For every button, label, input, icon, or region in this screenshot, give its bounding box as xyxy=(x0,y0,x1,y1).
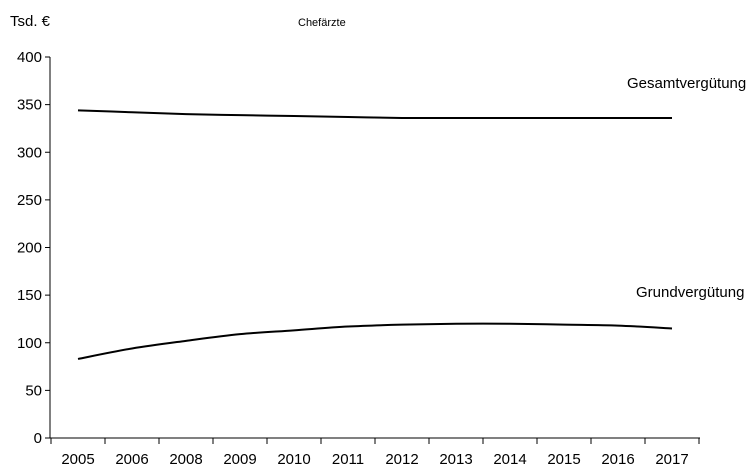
y-ticks: 0 50 100 150 200 250 300 350 400 xyxy=(17,49,50,447)
series-line-1 xyxy=(77,322,673,360)
x-tick-label: 2011 xyxy=(332,451,364,468)
y-tick-label: 200 xyxy=(17,240,42,257)
y-tick-label: 150 xyxy=(17,287,42,304)
x-tick-label: 2014 xyxy=(493,451,526,468)
series-line-0 xyxy=(77,109,672,120)
y-unit-label: Tsd. € xyxy=(10,13,51,30)
series-label-gesamtverguetung: Gesamtvergütung xyxy=(627,75,746,92)
y-tick-label: 50 xyxy=(25,382,42,399)
series-label-grundverguetung: Grundvergütung xyxy=(636,284,744,301)
y-tick-label: 300 xyxy=(17,144,42,161)
y-tick-label: 250 xyxy=(17,192,42,209)
x-tick-label: 2006 xyxy=(115,451,148,468)
y-tick-label: 350 xyxy=(17,97,42,114)
x-tick-label: 2012 xyxy=(385,451,418,468)
x-tick-label: 2005 xyxy=(61,451,94,468)
x-tick-label: 2017 xyxy=(655,451,688,468)
series-lines xyxy=(77,109,673,360)
chart-title: Chefärzte xyxy=(298,17,346,29)
x-tick-label: 2015 xyxy=(547,451,580,468)
y-tick-label: 400 xyxy=(17,49,42,66)
x-tick-label: 2013 xyxy=(439,451,472,468)
y-tick-label: 100 xyxy=(17,335,42,352)
x-tick-label: 2009 xyxy=(223,451,256,468)
x-tick-label: 2008 xyxy=(169,451,202,468)
x-tick-label: 2010 xyxy=(277,451,310,468)
x-ticks: 2005 2006 2008 2009 2010 2011 2012 2013 2014 2015… xyxy=(50,438,700,468)
y-tick-label: 0 xyxy=(34,430,42,447)
x-tick-label: 2016 xyxy=(601,451,634,468)
